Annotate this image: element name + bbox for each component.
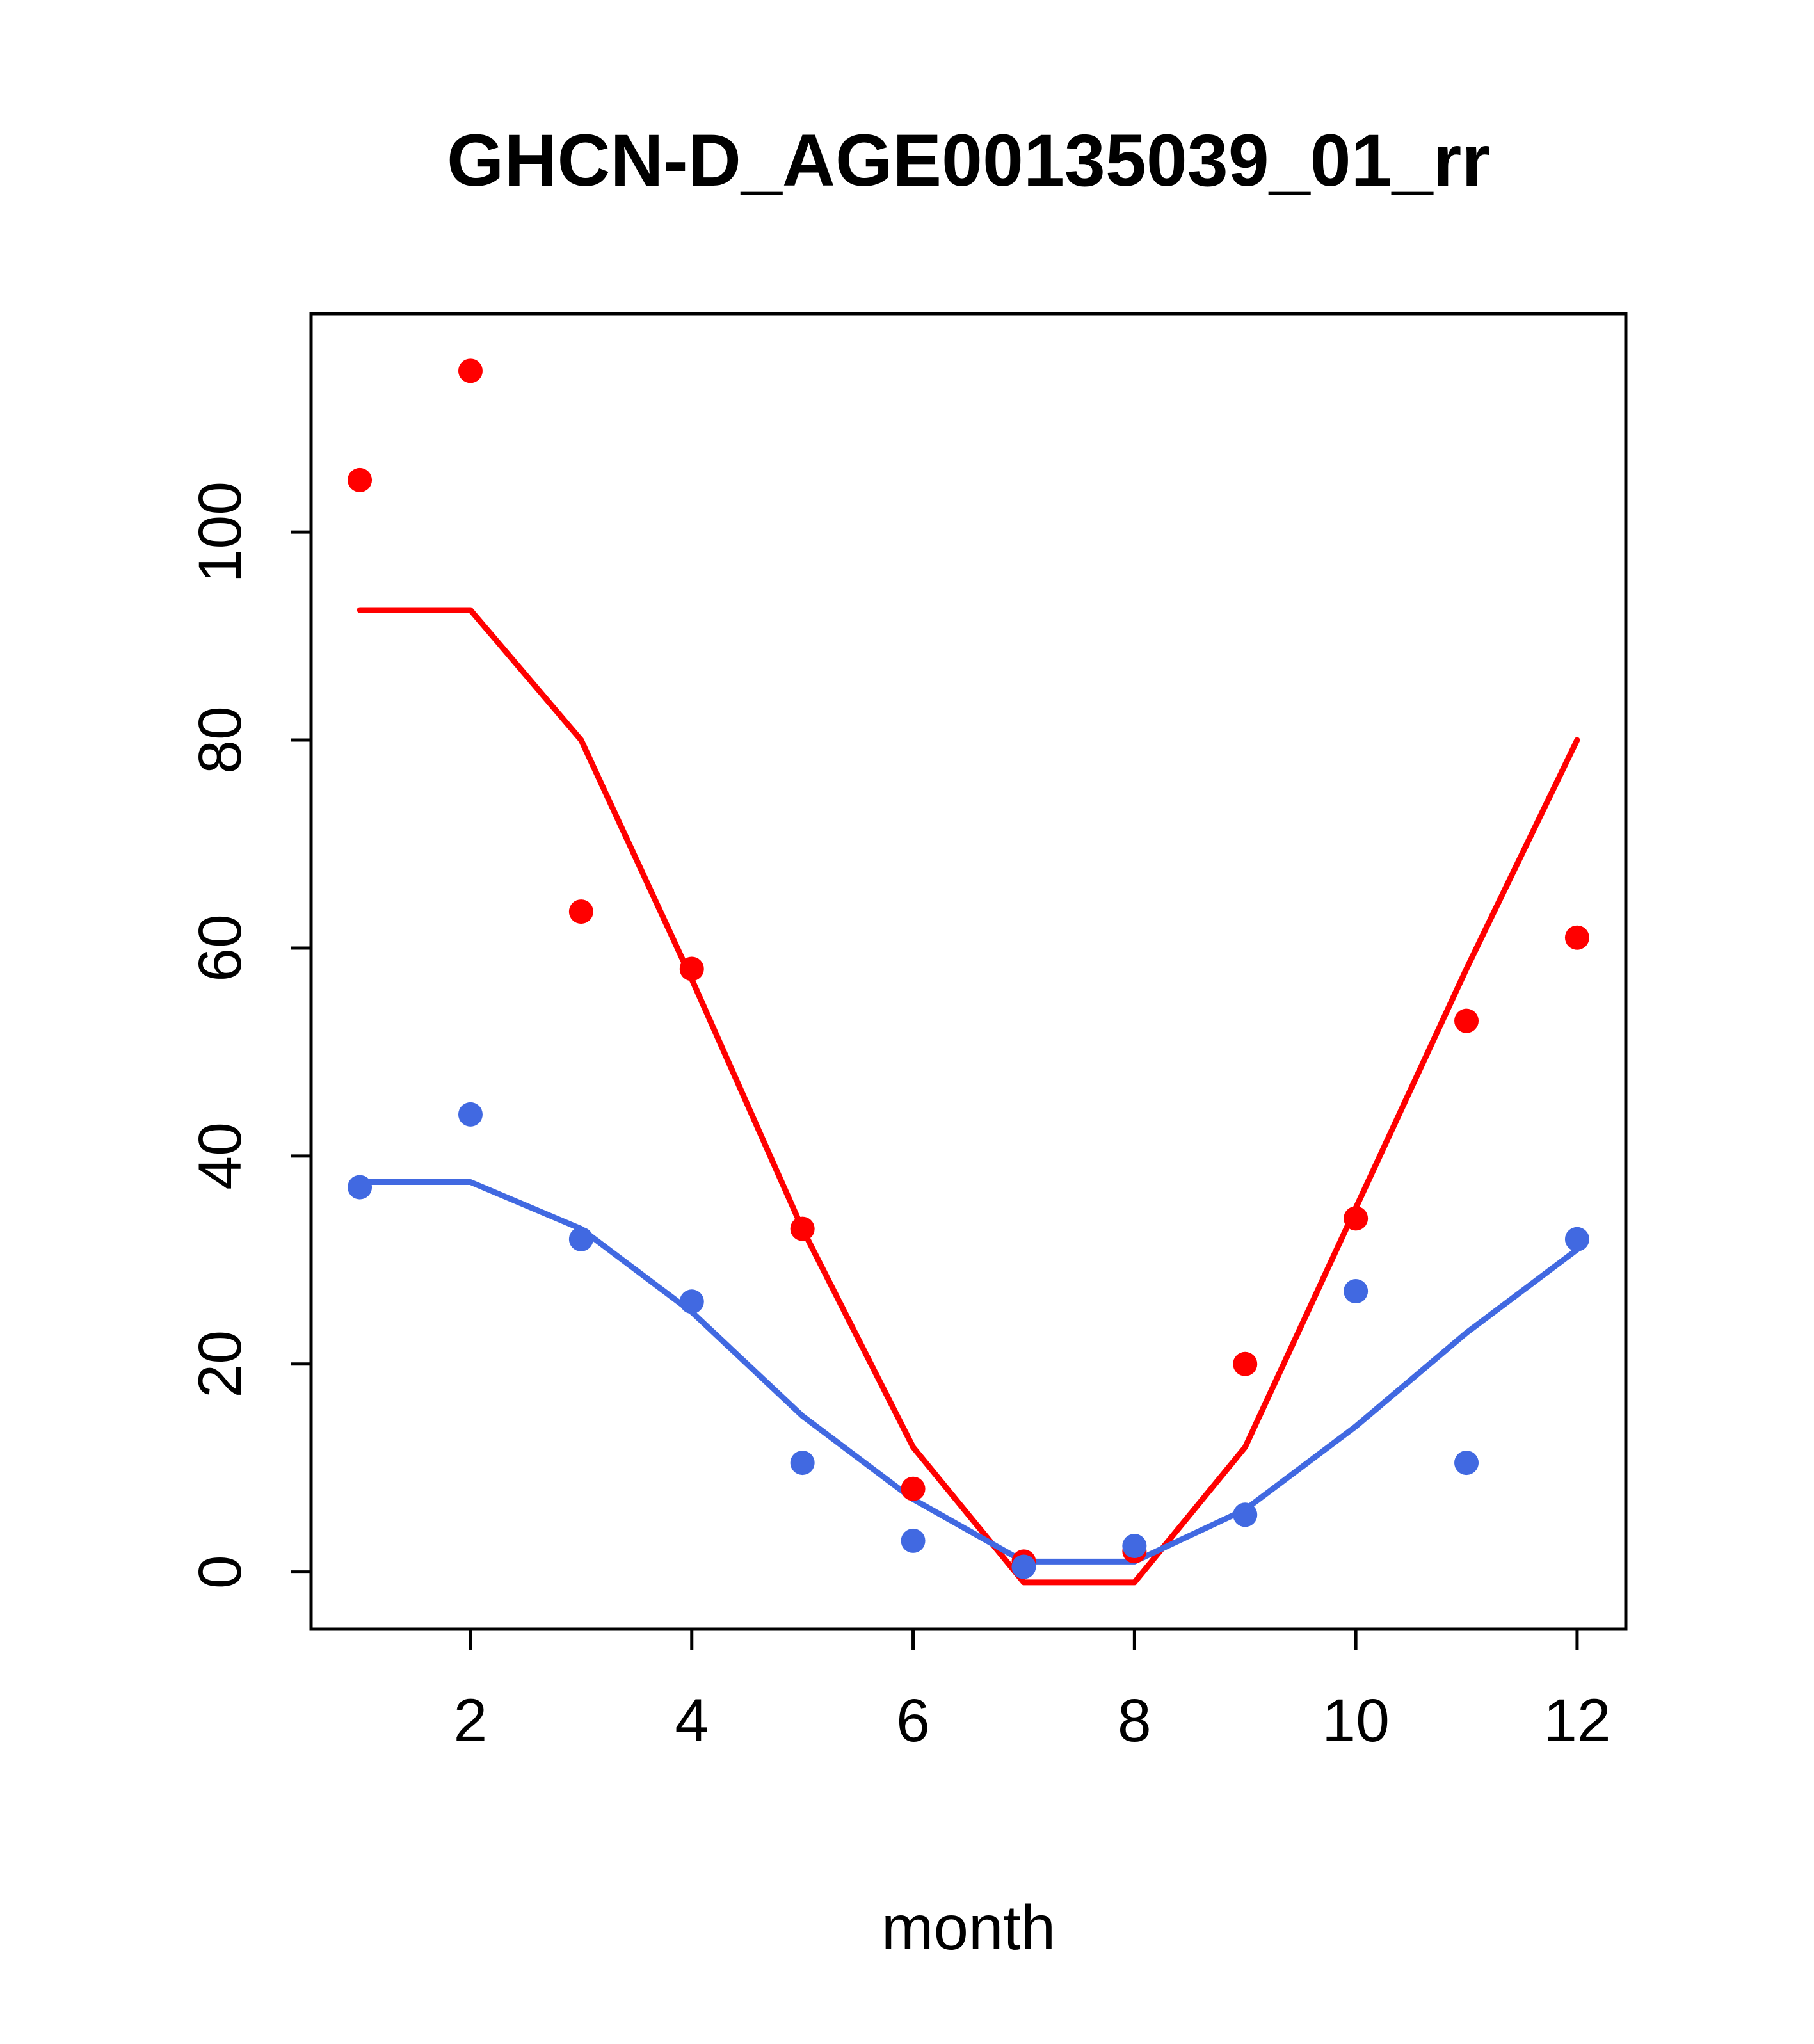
blue-monthly-points-point [1233, 1502, 1258, 1527]
x-tick-label: 2 [454, 1687, 488, 1755]
red-monthly-points-point [901, 1476, 926, 1501]
red-monthly-points-point [1344, 1206, 1369, 1231]
blue-monthly-points-point [1122, 1534, 1147, 1559]
y-tick-label: 40 [186, 1122, 254, 1190]
series-lines [357, 607, 1580, 1586]
blue-monthly-points-point [790, 1451, 815, 1476]
red-monthly-points-point [1564, 925, 1589, 950]
blue-monthly-points-point [679, 1289, 704, 1314]
x-tick-label: 8 [1118, 1687, 1152, 1755]
x-axis-ticks: 2 4 6 8 10 12 [454, 1629, 1611, 1755]
y-tick-label: 60 [186, 914, 254, 982]
chart-title: GHCN-D_AGE00135039_01_rr [447, 120, 1490, 202]
blue-monthly-points-point [458, 1102, 483, 1127]
red-monthly-points-point [679, 956, 704, 981]
x-tick-label: 4 [675, 1687, 709, 1755]
blue-monthly-points-point [1344, 1279, 1369, 1304]
blue-monthly-points [348, 1102, 1589, 1579]
red-monthly-points-point [1233, 1351, 1258, 1376]
blue-monthly-points-point [1564, 1227, 1589, 1251]
red-fit-line [357, 607, 1580, 1586]
red-monthly-points-point [458, 358, 483, 383]
blue-monthly-points-point [901, 1528, 926, 1553]
y-tick-label: 0 [186, 1555, 254, 1589]
y-tick-label: 20 [186, 1330, 254, 1398]
blue-monthly-points-point [568, 1227, 593, 1251]
red-monthly-points-point [1454, 1008, 1479, 1033]
blue-monthly-points-point [348, 1175, 373, 1200]
red-monthly-points [348, 358, 1589, 1574]
blue-monthly-points-point [1454, 1451, 1479, 1476]
y-axis-ticks: 0 20 40 60 80 100 [186, 481, 311, 1589]
red-monthly-points-point [348, 467, 373, 492]
x-tick-label: 10 [1322, 1687, 1390, 1755]
x-axis-label: month [881, 1892, 1055, 1963]
x-tick-label: 12 [1543, 1687, 1611, 1755]
series-points [348, 358, 1589, 1579]
y-tick-label: 100 [186, 481, 254, 583]
red-monthly-points-point [790, 1216, 815, 1241]
red-monthly-points-point [568, 899, 593, 924]
blue-fit-line [357, 1179, 1580, 1565]
blue-monthly-points-point [1011, 1554, 1036, 1579]
plot-border-box [309, 312, 1628, 1631]
y-tick-label: 80 [186, 706, 254, 774]
x-tick-label: 6 [896, 1687, 930, 1755]
